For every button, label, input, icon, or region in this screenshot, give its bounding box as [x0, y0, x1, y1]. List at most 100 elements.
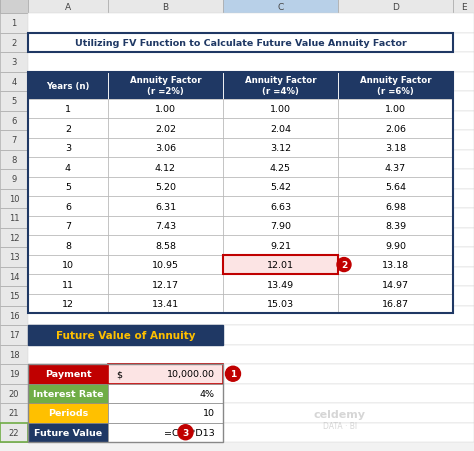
Bar [28, 267, 474, 286]
Text: 6.98: 6.98 [385, 202, 406, 211]
Text: 10: 10 [9, 194, 19, 203]
Bar [338, 294, 453, 313]
Bar [28, 286, 474, 306]
Bar [28, 72, 108, 100]
Bar [338, 138, 453, 158]
Bar [108, 255, 223, 275]
Bar [28, 150, 474, 170]
Text: 2.04: 2.04 [270, 124, 291, 133]
Text: C: C [277, 3, 283, 11]
Bar [338, 158, 453, 177]
Bar [28, 384, 108, 403]
Bar [28, 345, 474, 364]
Text: 6.63: 6.63 [270, 202, 291, 211]
Text: 2: 2 [341, 261, 347, 269]
Text: 22: 22 [9, 428, 19, 437]
Bar [338, 72, 453, 100]
Bar [28, 111, 474, 131]
Text: 17: 17 [9, 331, 19, 340]
Text: 15: 15 [9, 292, 19, 300]
Bar [0, 306, 28, 325]
Text: 4: 4 [11, 78, 17, 87]
Text: Annuity Factor
(r =6%): Annuity Factor (r =6%) [360, 76, 431, 96]
Bar [338, 119, 453, 138]
Bar [0, 131, 28, 150]
Text: 19: 19 [9, 369, 19, 378]
Bar [28, 306, 474, 325]
Bar [223, 158, 338, 177]
Text: 3.18: 3.18 [385, 144, 406, 153]
Text: Years (n): Years (n) [46, 82, 90, 91]
Text: 12.01: 12.01 [267, 261, 294, 269]
Text: Future Value of Annuity: Future Value of Annuity [56, 330, 195, 340]
Text: 1.00: 1.00 [385, 105, 406, 114]
Bar [108, 423, 223, 442]
Bar [28, 189, 474, 208]
Bar [338, 0, 453, 14]
Text: 10.95: 10.95 [152, 261, 179, 269]
Bar [28, 228, 474, 248]
Text: 5: 5 [65, 183, 71, 192]
Text: 11: 11 [9, 214, 19, 223]
Text: celdemy: celdemy [314, 409, 366, 419]
Bar [28, 208, 474, 228]
Text: 13: 13 [9, 253, 19, 262]
Bar [223, 0, 338, 14]
Bar [0, 267, 28, 286]
Bar [0, 325, 28, 345]
Text: 10,000.00: 10,000.00 [167, 369, 215, 378]
Text: 16: 16 [9, 311, 19, 320]
Text: 6: 6 [11, 116, 17, 125]
Bar [0, 150, 28, 170]
Bar [0, 345, 28, 364]
Bar [108, 384, 223, 403]
Text: 3: 3 [182, 428, 189, 437]
Text: 12: 12 [9, 233, 19, 242]
Text: 2: 2 [11, 39, 17, 48]
Bar [28, 248, 474, 267]
Text: 4.12: 4.12 [155, 163, 176, 172]
Bar [0, 364, 28, 384]
Bar [28, 275, 108, 294]
Bar [28, 325, 223, 345]
Text: 13.41: 13.41 [152, 299, 179, 308]
Bar [28, 384, 474, 403]
Bar [28, 119, 108, 138]
Bar [28, 236, 108, 255]
Text: 3.06: 3.06 [155, 144, 176, 153]
Bar [28, 216, 108, 236]
Bar [338, 100, 453, 119]
Text: 16.87: 16.87 [382, 299, 409, 308]
Text: 2.02: 2.02 [155, 124, 176, 133]
Bar [0, 111, 28, 131]
Text: 8: 8 [11, 156, 17, 164]
Bar [108, 294, 223, 313]
Bar [223, 138, 338, 158]
Text: 8: 8 [65, 241, 71, 250]
Bar [28, 131, 474, 150]
Text: =C19*D13: =C19*D13 [164, 428, 215, 437]
Text: 14: 14 [9, 272, 19, 281]
Bar [0, 72, 28, 92]
Bar [28, 364, 223, 442]
Bar [223, 100, 338, 119]
Bar [28, 138, 108, 158]
Text: 4.25: 4.25 [270, 163, 291, 172]
Text: 1: 1 [65, 105, 71, 114]
Bar [108, 0, 223, 14]
Bar [223, 255, 338, 275]
Bar [0, 92, 28, 111]
Bar [338, 177, 453, 197]
Text: 5.20: 5.20 [155, 183, 176, 192]
Bar [0, 53, 28, 72]
Text: DATA · BI: DATA · BI [323, 422, 357, 431]
Bar [28, 177, 108, 197]
Bar [108, 177, 223, 197]
Text: D: D [392, 3, 399, 11]
Bar [223, 294, 338, 313]
Bar [28, 403, 108, 423]
Text: 2: 2 [65, 124, 71, 133]
Bar [28, 170, 474, 189]
Text: Periods: Periods [48, 408, 88, 417]
Bar [0, 248, 28, 267]
